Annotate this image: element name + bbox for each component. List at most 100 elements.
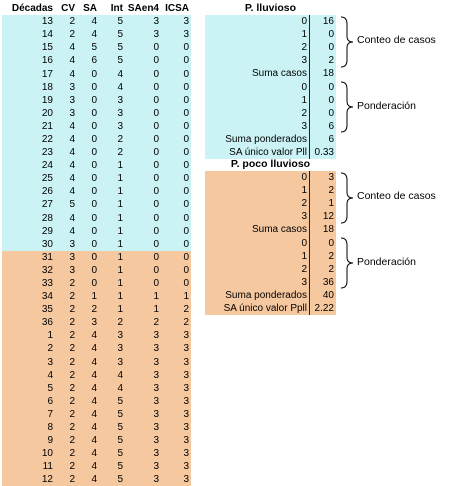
- brace-conteo-poco-icon: [340, 172, 354, 224]
- sa-cell: 4: [91, 356, 97, 368]
- decada-cell: 24: [41, 160, 53, 172]
- table-row: 1 2 4 3 3 3: [2, 329, 191, 343]
- int-cell: 5: [117, 16, 123, 28]
- icsa-cell: 0: [183, 278, 189, 290]
- brace-label-ponderacion: Ponderación: [357, 100, 416, 112]
- sa-unico-value: 0.33: [309, 145, 336, 160]
- cv-cell: 2: [69, 435, 75, 447]
- saen4-cell: 3: [153, 408, 159, 420]
- header-decadas: Décadas: [2, 2, 55, 16]
- int-cell: 1: [117, 251, 123, 263]
- table-row: 35 2 2 1 1 2: [2, 303, 191, 317]
- cv-cell: 3: [69, 94, 75, 106]
- cv-cell: 2: [69, 278, 75, 290]
- saen4-cell: 0: [153, 68, 159, 80]
- int-cell: 1: [117, 238, 123, 250]
- saen4-cell: 2: [153, 317, 159, 329]
- saen4-cell: 3: [153, 382, 159, 394]
- decada-cell: 27: [41, 199, 53, 211]
- conteo-row: 0 16: [205, 15, 336, 29]
- saen4-cell: 0: [153, 199, 159, 211]
- table-row: 18 3 0 4 0 0: [2, 80, 191, 94]
- icsa-cell: 1: [183, 291, 189, 303]
- cv-cell: 3: [69, 251, 75, 263]
- int-cell: 3: [117, 356, 123, 368]
- conteo-row: 3 12: [205, 210, 336, 224]
- cv-cell: 3: [69, 264, 75, 276]
- conteo-count: 0: [309, 41, 336, 55]
- icsa-cell: 0: [183, 107, 189, 119]
- icsa-cell: 0: [183, 238, 189, 250]
- suma-casos-label: Suma casos: [205, 223, 310, 237]
- cv-cell: 4: [69, 42, 75, 54]
- conteo-count: 1: [309, 197, 336, 211]
- cv-cell: 2: [69, 330, 75, 342]
- ponderacion-value: 2: [309, 249, 336, 263]
- decada-cell: 5: [47, 382, 53, 394]
- table-row: 29 4 0 1 0 0: [2, 224, 191, 238]
- int-cell: 4: [117, 382, 123, 394]
- cv-cell: 4: [69, 212, 75, 224]
- sa-cell: 0: [91, 68, 97, 80]
- int-cell: 1: [117, 160, 123, 172]
- int-cell: 4: [117, 81, 123, 93]
- decada-cell: 26: [41, 186, 53, 198]
- cv-cell: 4: [69, 225, 75, 237]
- conteo-class: 1: [289, 28, 310, 42]
- saen4-cell: 3: [153, 29, 159, 41]
- int-cell: 1: [117, 212, 123, 224]
- icsa-cell: 2: [183, 304, 189, 316]
- saen4-cell: 3: [153, 448, 159, 460]
- table-row: 26 4 0 1 0 0: [2, 185, 191, 199]
- ponderacion-class: 1: [289, 93, 310, 107]
- cv-cell: 4: [69, 160, 75, 172]
- int-cell: 1: [117, 278, 123, 290]
- cv-cell: 2: [69, 356, 75, 368]
- sa-cell: 0: [91, 173, 97, 185]
- int-cell: 5: [117, 395, 123, 407]
- saen4-cell: 0: [153, 212, 159, 224]
- table-row: 11 2 4 5 3 3: [2, 460, 191, 474]
- cv-cell: 2: [69, 317, 75, 329]
- cv-cell: 2: [69, 369, 75, 381]
- int-cell: 3: [117, 107, 123, 119]
- brace-conteo-lluvioso-icon: [340, 16, 354, 68]
- conteo-class: 0: [289, 15, 310, 29]
- cv-cell: 2: [69, 304, 75, 316]
- sa-cell: 3: [91, 317, 97, 329]
- sa-unico-row: SA único valor Pll 0.33: [205, 145, 336, 160]
- icsa-cell: 3: [183, 408, 189, 420]
- suma-casos-row: Suma casos 18: [205, 67, 336, 81]
- decada-cell: 6: [47, 395, 53, 407]
- sa-cell: 0: [91, 81, 97, 93]
- icsa-cell: 0: [183, 68, 189, 80]
- icsa-cell: 0: [183, 199, 189, 211]
- table-row: 9 2 4 5 3 3: [2, 434, 191, 448]
- icsa-cell: 2: [183, 317, 189, 329]
- table-row: 33 2 0 1 0 0: [2, 276, 191, 291]
- sa-cell: 0: [91, 133, 97, 145]
- icsa-cell: 3: [183, 330, 189, 342]
- sa-cell: 4: [91, 461, 97, 473]
- conteo-class: 2: [289, 197, 310, 211]
- decada-cell: 22: [41, 133, 53, 145]
- sa-cell: 5: [91, 42, 97, 54]
- sa-cell: 4: [91, 408, 97, 420]
- int-cell: 1: [117, 304, 123, 316]
- icsa-cell: 0: [183, 147, 189, 159]
- int-cell: 5: [117, 422, 123, 434]
- conteo-class: 1: [289, 184, 310, 198]
- icsa-cell: 0: [183, 225, 189, 237]
- int-cell: 4: [117, 68, 123, 80]
- table-row: 25 4 0 1 0 0: [2, 172, 191, 186]
- ponderacion-value: 0: [309, 236, 336, 250]
- decada-cell: 18: [41, 81, 53, 93]
- cv-cell: 3: [69, 107, 75, 119]
